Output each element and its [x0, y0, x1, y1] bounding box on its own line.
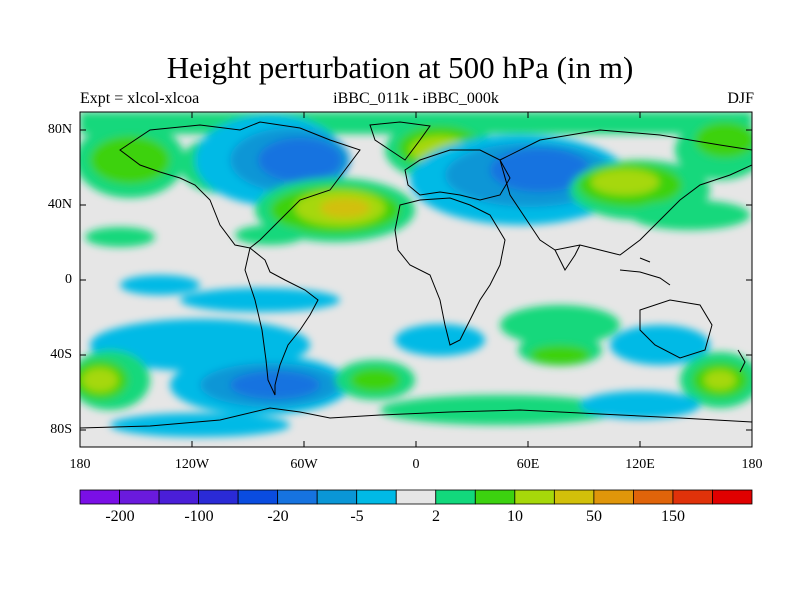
- lon-tick-label: 60E: [516, 457, 540, 472]
- lat-tick-label: 80S: [50, 422, 72, 437]
- colorbar-box: [356, 489, 397, 505]
- lon-tick-label: 0: [412, 457, 420, 472]
- lat-tick-label: 80N: [47, 122, 72, 137]
- colorbar: [79, 489, 753, 505]
- plot-title: Height perturbation at 500 hPa (in m): [166, 50, 634, 85]
- lon-tick-label: 180: [69, 457, 91, 472]
- colorbar-box: [593, 489, 634, 505]
- season-label: DJF: [727, 90, 754, 107]
- lat-tick-label: 40N: [47, 197, 72, 212]
- colorbar-box: [79, 489, 120, 505]
- lon-tick-label: 180: [741, 457, 763, 472]
- colorbar-box: [435, 489, 476, 505]
- lon-tick-label: 120W: [174, 457, 210, 472]
- coastlines: [80, 121, 752, 429]
- axis-ticks: [80, 112, 752, 447]
- colorbar-box: [712, 489, 753, 505]
- colorbar-label: 2: [432, 508, 440, 525]
- colorbar-box: [395, 489, 437, 505]
- colorbar-box: [119, 489, 160, 505]
- colorbar-label: 50: [586, 508, 602, 525]
- colorbar-box: [514, 489, 555, 505]
- colorbar-box: [277, 489, 318, 505]
- experiment-label: Expt = xlcol-xlcoa: [80, 90, 200, 107]
- colorbar-label: 10: [507, 508, 523, 525]
- lon-tick-label: 120E: [625, 457, 655, 472]
- colorbar-label: 150: [661, 508, 685, 525]
- difference-label: iBBC_011k - iBBC_000k: [333, 90, 499, 107]
- colorbar-box: [198, 489, 239, 505]
- contour-field: [80, 112, 752, 447]
- colorbar-box: [237, 489, 279, 505]
- colorbar-box: [158, 489, 199, 505]
- lon-tick-label: 60W: [290, 457, 318, 472]
- colorbar-box: [474, 489, 516, 505]
- colorbar-label: -200: [105, 508, 135, 525]
- colorbar-label: -20: [267, 508, 289, 525]
- lat-tick-label: 0: [65, 272, 72, 287]
- lat-tick-label: 40S: [50, 347, 72, 362]
- colorbar-label: -5: [350, 508, 364, 525]
- colorbar-box: [316, 489, 358, 505]
- colorbar-box: [553, 489, 595, 505]
- colorbar-label: -100: [184, 508, 214, 525]
- colorbar-box: [672, 489, 713, 505]
- colorbar-box: [633, 489, 674, 505]
